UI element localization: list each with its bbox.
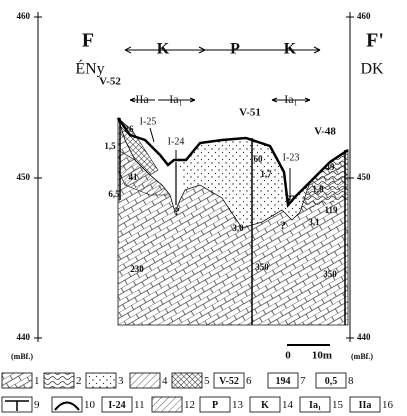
legend-swatch (172, 373, 202, 388)
legend-symbol: IIa (359, 400, 372, 411)
legend-symbol: Ia₁ (309, 400, 321, 411)
right-tick-label: 440 (357, 332, 371, 342)
legend-number: 8 (348, 375, 354, 387)
well-value: 3,1 (308, 217, 320, 227)
scale-end: 10m (312, 350, 332, 362)
left-tick-label: 440 (17, 332, 31, 342)
legend-number: 6 (246, 375, 252, 387)
well-value: 1,7 (260, 169, 272, 179)
legend-number: 11 (134, 399, 145, 411)
section-start: F (82, 30, 94, 52)
well-value: 350 (255, 262, 269, 272)
well-name: V-52 (99, 76, 121, 88)
unknown-mark: ? (174, 204, 180, 218)
right-tick-label: 460 (357, 11, 371, 21)
legend-number: 9 (34, 399, 40, 411)
well-name: V-48 (314, 126, 336, 138)
zone-label: K (157, 41, 170, 58)
legend-swatch (152, 397, 182, 412)
legend-swatch (130, 373, 160, 388)
legend-number: 1 (34, 375, 40, 387)
legend-number: 10 (84, 399, 96, 411)
well-value: 1,5 (104, 141, 116, 151)
legend-number: 2 (76, 375, 82, 387)
well-value: 230 (130, 264, 144, 274)
legend-number: 14 (282, 399, 294, 411)
right-tick-label: 450 (357, 172, 371, 182)
well-value: 26 (125, 124, 135, 134)
unit-label: IIa (135, 92, 149, 106)
legend-symbol: V-52 (219, 376, 239, 387)
well-value: 3,0 (232, 223, 244, 233)
well-value: 6,5 (108, 189, 120, 199)
legend-number: 13 (232, 399, 244, 411)
legend-symbol: 0,5 (325, 376, 338, 387)
section-end-direction: DK (360, 61, 384, 78)
legend-number: 3 (118, 375, 124, 387)
legend-symbol: K (261, 400, 269, 411)
well-value: 49 (326, 162, 336, 172)
zone-label: P (230, 41, 240, 58)
well-value: 1,8 (312, 184, 324, 194)
legend-symbol: I-24 (108, 400, 125, 411)
unknown-mark: ? (280, 218, 286, 232)
left-tick-label: 450 (17, 172, 31, 182)
well-value: 41 (129, 172, 139, 182)
legend-number: 15 (332, 399, 344, 411)
legend-number: 5 (204, 375, 210, 387)
well-value: 67 (286, 194, 296, 204)
unit-label: Ia₁ (284, 92, 298, 106)
sinkhole-label: I-25 (140, 116, 157, 127)
well-value: 60 (254, 154, 264, 164)
left-unit: (mBf.) (11, 352, 33, 361)
sinkhole-label: I-23 (283, 152, 300, 163)
zone-label: K (284, 41, 297, 58)
legend-symbol: 194 (276, 376, 291, 387)
right-unit: (mBf.) (351, 352, 373, 361)
legend-swatch (44, 373, 74, 388)
scale-start: 0 (285, 350, 291, 362)
legend-number: 4 (162, 375, 168, 387)
legend-swatch (2, 373, 32, 388)
section-end: F' (366, 30, 384, 52)
cross-section: 12345V-52619470,58910I-241112P13K14Ia₁15… (0, 0, 407, 416)
well-name: V-51 (239, 107, 261, 119)
legend-swatch (86, 373, 116, 388)
well-value: 119 (324, 205, 338, 215)
well-value: 350 (323, 269, 337, 279)
sinkhole-label: I-24 (168, 136, 185, 147)
unit-label: Ia₁ (169, 92, 183, 106)
legend-symbol: P (212, 400, 218, 411)
legend-number: 12 (184, 399, 195, 411)
legend-number: 7 (300, 375, 306, 387)
left-tick-label: 460 (17, 11, 31, 21)
legend-number: 16 (382, 399, 394, 411)
